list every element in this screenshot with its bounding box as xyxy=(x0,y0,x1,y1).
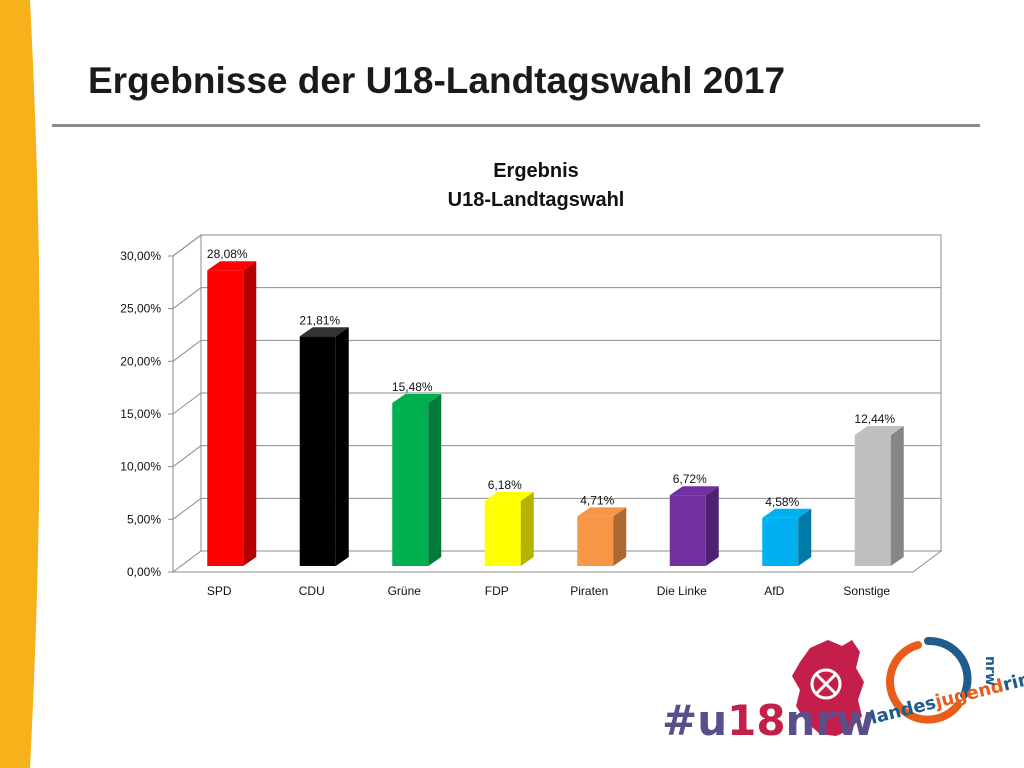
bar-gr-ne-front xyxy=(392,402,429,566)
value-label: 6,72% xyxy=(673,472,707,486)
landesjugendring-logo: landesjugendring nrw xyxy=(868,636,1024,729)
gridline xyxy=(172,392,941,415)
bar-die-linke xyxy=(669,486,719,566)
bar-piraten-front xyxy=(577,516,614,566)
ljr-ring-orange xyxy=(886,641,962,724)
u18nrw-logo-text: #u18nrw xyxy=(662,696,875,745)
bar-fdp xyxy=(484,491,534,566)
x-tick-label: FDP xyxy=(485,584,509,598)
gridline xyxy=(172,339,941,362)
y-tick-label: 5,00% xyxy=(127,512,161,526)
bar-gr-ne xyxy=(392,393,442,566)
bar-fdp-front xyxy=(484,500,521,566)
y-tick-label: 25,00% xyxy=(120,302,161,316)
bar-afd-top xyxy=(762,508,812,518)
chart-title-line-2: U18-Landtagswahl xyxy=(448,189,625,211)
bar-piraten-top xyxy=(577,507,627,517)
bar-piraten-side xyxy=(613,507,627,566)
bar-piraten xyxy=(577,507,627,566)
y-tick-label: 0,00% xyxy=(127,565,161,579)
value-label: 4,71% xyxy=(580,493,614,507)
value-label: 28,08% xyxy=(207,247,248,261)
x-tick-label: AfD xyxy=(764,584,784,598)
bar-afd-side xyxy=(798,508,812,566)
y-tick-label: 10,00% xyxy=(120,460,161,474)
bar-cdu xyxy=(299,327,349,566)
bar-gr-ne-side xyxy=(428,393,442,566)
bar-fdp-top xyxy=(484,491,534,501)
value-label: 12,44% xyxy=(854,412,895,426)
y-tick-label: 20,00% xyxy=(120,354,161,368)
value-label: 15,48% xyxy=(392,380,433,394)
bar-cdu-top xyxy=(299,327,349,337)
bar-spd-side xyxy=(243,261,257,566)
bar-sonstige-side xyxy=(890,425,904,566)
bar-afd-front xyxy=(762,517,799,566)
y-axis: 0,00% 5,00% 10,00% 15,00% 20,00% 25,00% 30,00% xyxy=(120,249,174,579)
gridline xyxy=(172,234,941,257)
y-tick-label: 15,00% xyxy=(120,407,161,421)
bar-sonstige xyxy=(854,425,904,566)
x-tick-label: CDU xyxy=(299,584,325,598)
chart-grid xyxy=(171,234,943,573)
value-label: 4,58% xyxy=(765,495,799,509)
bar-spd xyxy=(207,261,257,566)
y-tick-label: 30,00% xyxy=(120,249,161,263)
value-label: 21,81% xyxy=(299,313,340,327)
bar-spd-top xyxy=(207,261,257,271)
u18nrw-logo: #u18nrw xyxy=(662,640,875,745)
bar-spd-front xyxy=(207,270,244,566)
bar-sonstige-front xyxy=(854,434,891,566)
ballot-cross-icon xyxy=(810,668,842,700)
bar-afd xyxy=(762,508,812,566)
bar-die-linke-side xyxy=(705,486,719,566)
bar-die-linke-top xyxy=(669,486,719,496)
slide-title: Ergebnisse der U18-Landtagswahl 2017 xyxy=(88,60,786,101)
gridline xyxy=(172,287,941,310)
x-tick-label: Grüne xyxy=(388,584,422,598)
ljr-ring-blue xyxy=(924,636,972,699)
value-labels: 28,08% 21,81% 15,48% 6,18% 4,71% 6,72% 4,58% 12… xyxy=(207,247,896,509)
bar-sonstige-top xyxy=(854,425,904,435)
bar-cdu-front xyxy=(299,336,336,566)
value-label: 6,18% xyxy=(488,478,522,492)
gridline xyxy=(172,445,941,468)
title-divider xyxy=(52,124,980,127)
x-tick-label: Piraten xyxy=(570,584,608,598)
left-accent-band xyxy=(0,0,40,768)
x-tick-label: Die Linke xyxy=(657,584,707,598)
chart-title-line-1: Ergebnis xyxy=(493,160,579,182)
chart-bars xyxy=(207,261,904,566)
chart-floor xyxy=(171,550,943,573)
bar-die-linke-front xyxy=(669,495,706,566)
bar-fdp-side xyxy=(520,491,534,566)
bar-gr-ne-top xyxy=(392,393,442,403)
ljr-nrw-text: nrw xyxy=(982,656,998,686)
bar-cdu-side xyxy=(335,327,349,566)
x-tick-label: Sonstige xyxy=(843,584,890,598)
x-axis-labels: SPD CDU Grüne FDP Piraten Die Linke AfD Sonstig… xyxy=(207,584,891,598)
x-tick-label: SPD xyxy=(207,584,232,598)
